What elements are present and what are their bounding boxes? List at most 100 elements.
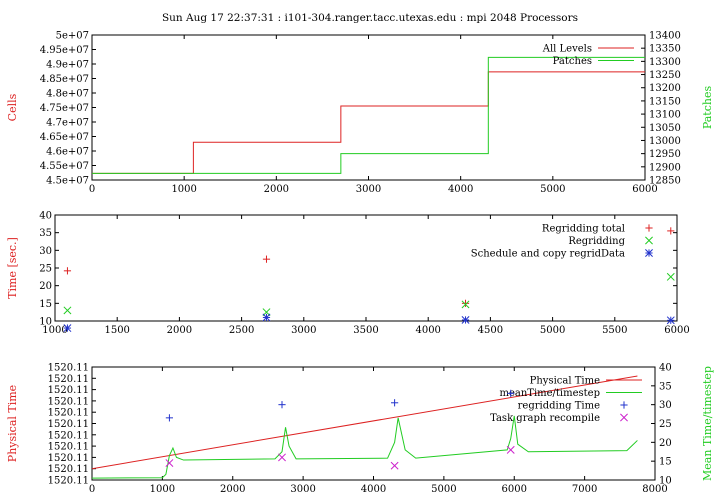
data-point-d2 [666, 316, 675, 325]
series-patches [92, 56, 645, 174]
x-tick-label: 4500 [478, 325, 503, 336]
x-tick-label: 7000 [572, 484, 597, 495]
legend-label: Regridding [568, 236, 625, 247]
y-tick-label: 1520.11 [48, 442, 89, 453]
y-tick-label: 4.6e+07 [46, 147, 89, 158]
legend-label: Schedule and copy regridData [471, 249, 625, 260]
series-all-levels [92, 71, 645, 174]
y-tick-label: 1520.11 [48, 385, 89, 396]
y-tick-label: 4.7e+07 [46, 118, 89, 129]
y-tick-label: 1520.11 [48, 419, 89, 430]
y-tick-label: 1520.11 [48, 396, 89, 407]
x-tick-label: 2000 [264, 184, 289, 195]
y-tick-label: 25 [39, 264, 52, 275]
y-tick-label: 4.65e+07 [40, 132, 89, 143]
y2-tick-label: 13150 [649, 96, 681, 107]
y2-tick-label: 20 [659, 438, 672, 449]
y2-tick-label: 13300 [649, 57, 681, 68]
y-tick-label: 35 [39, 228, 52, 239]
panel-regrid-times: 1000 1500 2000 2500 3000 3500 4000 4500 5000 5500… [6, 211, 690, 337]
legend-label: Physical Time [530, 376, 600, 387]
x-tick-label: 0 [89, 484, 95, 495]
y-tick-label: 4.75e+07 [40, 103, 89, 114]
y2-tick-label: 13050 [649, 123, 681, 134]
y-tick-label: 1520.11 [48, 453, 89, 464]
data-point-d2 [165, 459, 174, 468]
series-task-graph-recompile [165, 445, 515, 470]
series-meantime-timestep [91, 415, 638, 479]
y-tick-label: 15 [39, 299, 52, 310]
y2-tick-label: 15 [659, 457, 672, 468]
y2-tick-label: 13400 [649, 31, 681, 42]
legend-label: Regridding total [542, 224, 625, 235]
y2-tick-label: 13250 [649, 70, 681, 81]
series-regridding-total [63, 227, 675, 307]
x-tick-label: 3000 [291, 325, 316, 336]
y-axis-label: Time [sec.] [6, 237, 19, 299]
x-tick-label: 0 [89, 184, 95, 195]
x-tick-label: 2000 [220, 484, 245, 495]
y-tick-label: 1520.11 [48, 430, 89, 441]
data-point-d2 [461, 300, 470, 309]
x-tick-label: 4000 [361, 484, 386, 495]
legend-marker-d2 [620, 413, 628, 422]
x-tick-label: 5000 [540, 184, 565, 195]
x-tick-label: 8000 [642, 484, 667, 495]
y-tick-label: 4.95e+07 [40, 45, 89, 56]
x-tick-label: 3500 [353, 325, 378, 336]
chart-panels: 0 1000 2000 3000 4000 5000 6000 4.5e+07 4.55e+07… [6, 31, 714, 496]
legend-label: regridding Time [518, 401, 600, 412]
y2-tick-label: 12900 [649, 162, 681, 173]
x-tick-label: 1000 [150, 484, 175, 495]
x-tick-label: 1000 [42, 325, 67, 336]
y-tick-label: 4.8e+07 [46, 89, 89, 100]
y-tick-label: 4.5e+07 [46, 176, 89, 187]
x-tick-label: 4000 [415, 325, 440, 336]
series-schedule-and-copy-regriddata [63, 313, 675, 333]
series-line [91, 415, 638, 479]
series-line [92, 56, 645, 174]
y2-tick-label: 13350 [649, 44, 681, 55]
series-physical-time [91, 375, 638, 470]
series-line [92, 71, 645, 174]
series-regridding [63, 272, 675, 317]
x-tick-label: 3000 [356, 184, 381, 195]
legend-label: Task graph recompile [490, 413, 600, 424]
y-tick-label: 5e+07 [56, 31, 89, 42]
y2-tick-label: 25 [659, 419, 672, 430]
panel-physical-time: 0 1000 2000 3000 4000 5000 6000 7000 8000 1520.11… [6, 363, 714, 496]
x-tick-label: 6000 [664, 325, 689, 336]
y2-tick-label: 10 [659, 476, 672, 487]
x-tick-label: 5000 [431, 484, 456, 495]
y-tick-label: 30 [39, 246, 52, 257]
data-point-d2 [666, 272, 675, 281]
data-point-d2 [262, 313, 271, 322]
data-point-d2 [63, 324, 72, 333]
y-axis-label: Cells [6, 93, 19, 121]
chart-title: Sun Aug 17 22:37:31 : i101-304.ranger.ta… [162, 12, 578, 24]
x-tick-label: 3000 [290, 484, 315, 495]
y2-axis-label: Mean Time/timestep [701, 366, 714, 481]
y-tick-label: 10 [39, 317, 52, 328]
y-tick-label: 20 [39, 281, 52, 292]
y2-tick-label: 30 [659, 400, 672, 411]
legend-marker-d2 [645, 249, 653, 257]
x-tick-label: 6000 [632, 184, 657, 195]
x-tick-label: 6000 [502, 484, 527, 495]
y-tick-label: 4.9e+07 [46, 60, 89, 71]
y-tick-label: 1520.11 [48, 374, 89, 385]
data-point-d2 [63, 306, 72, 315]
y-tick-label: 1520.11 [48, 363, 89, 374]
series-line [91, 375, 638, 470]
data-point-d2 [506, 445, 515, 454]
y2-axis-label: Patches [701, 86, 714, 130]
legend-label: Patches [553, 56, 592, 67]
y2-tick-label: 13200 [649, 83, 681, 94]
y-tick-label: 1520.11 [48, 476, 89, 487]
y2-tick-label: 40 [659, 363, 672, 374]
y2-tick-label: 12850 [649, 176, 681, 187]
y-tick-label: 40 [39, 211, 52, 222]
x-tick-label: 4000 [448, 184, 473, 195]
series-regridding-time [165, 389, 515, 422]
